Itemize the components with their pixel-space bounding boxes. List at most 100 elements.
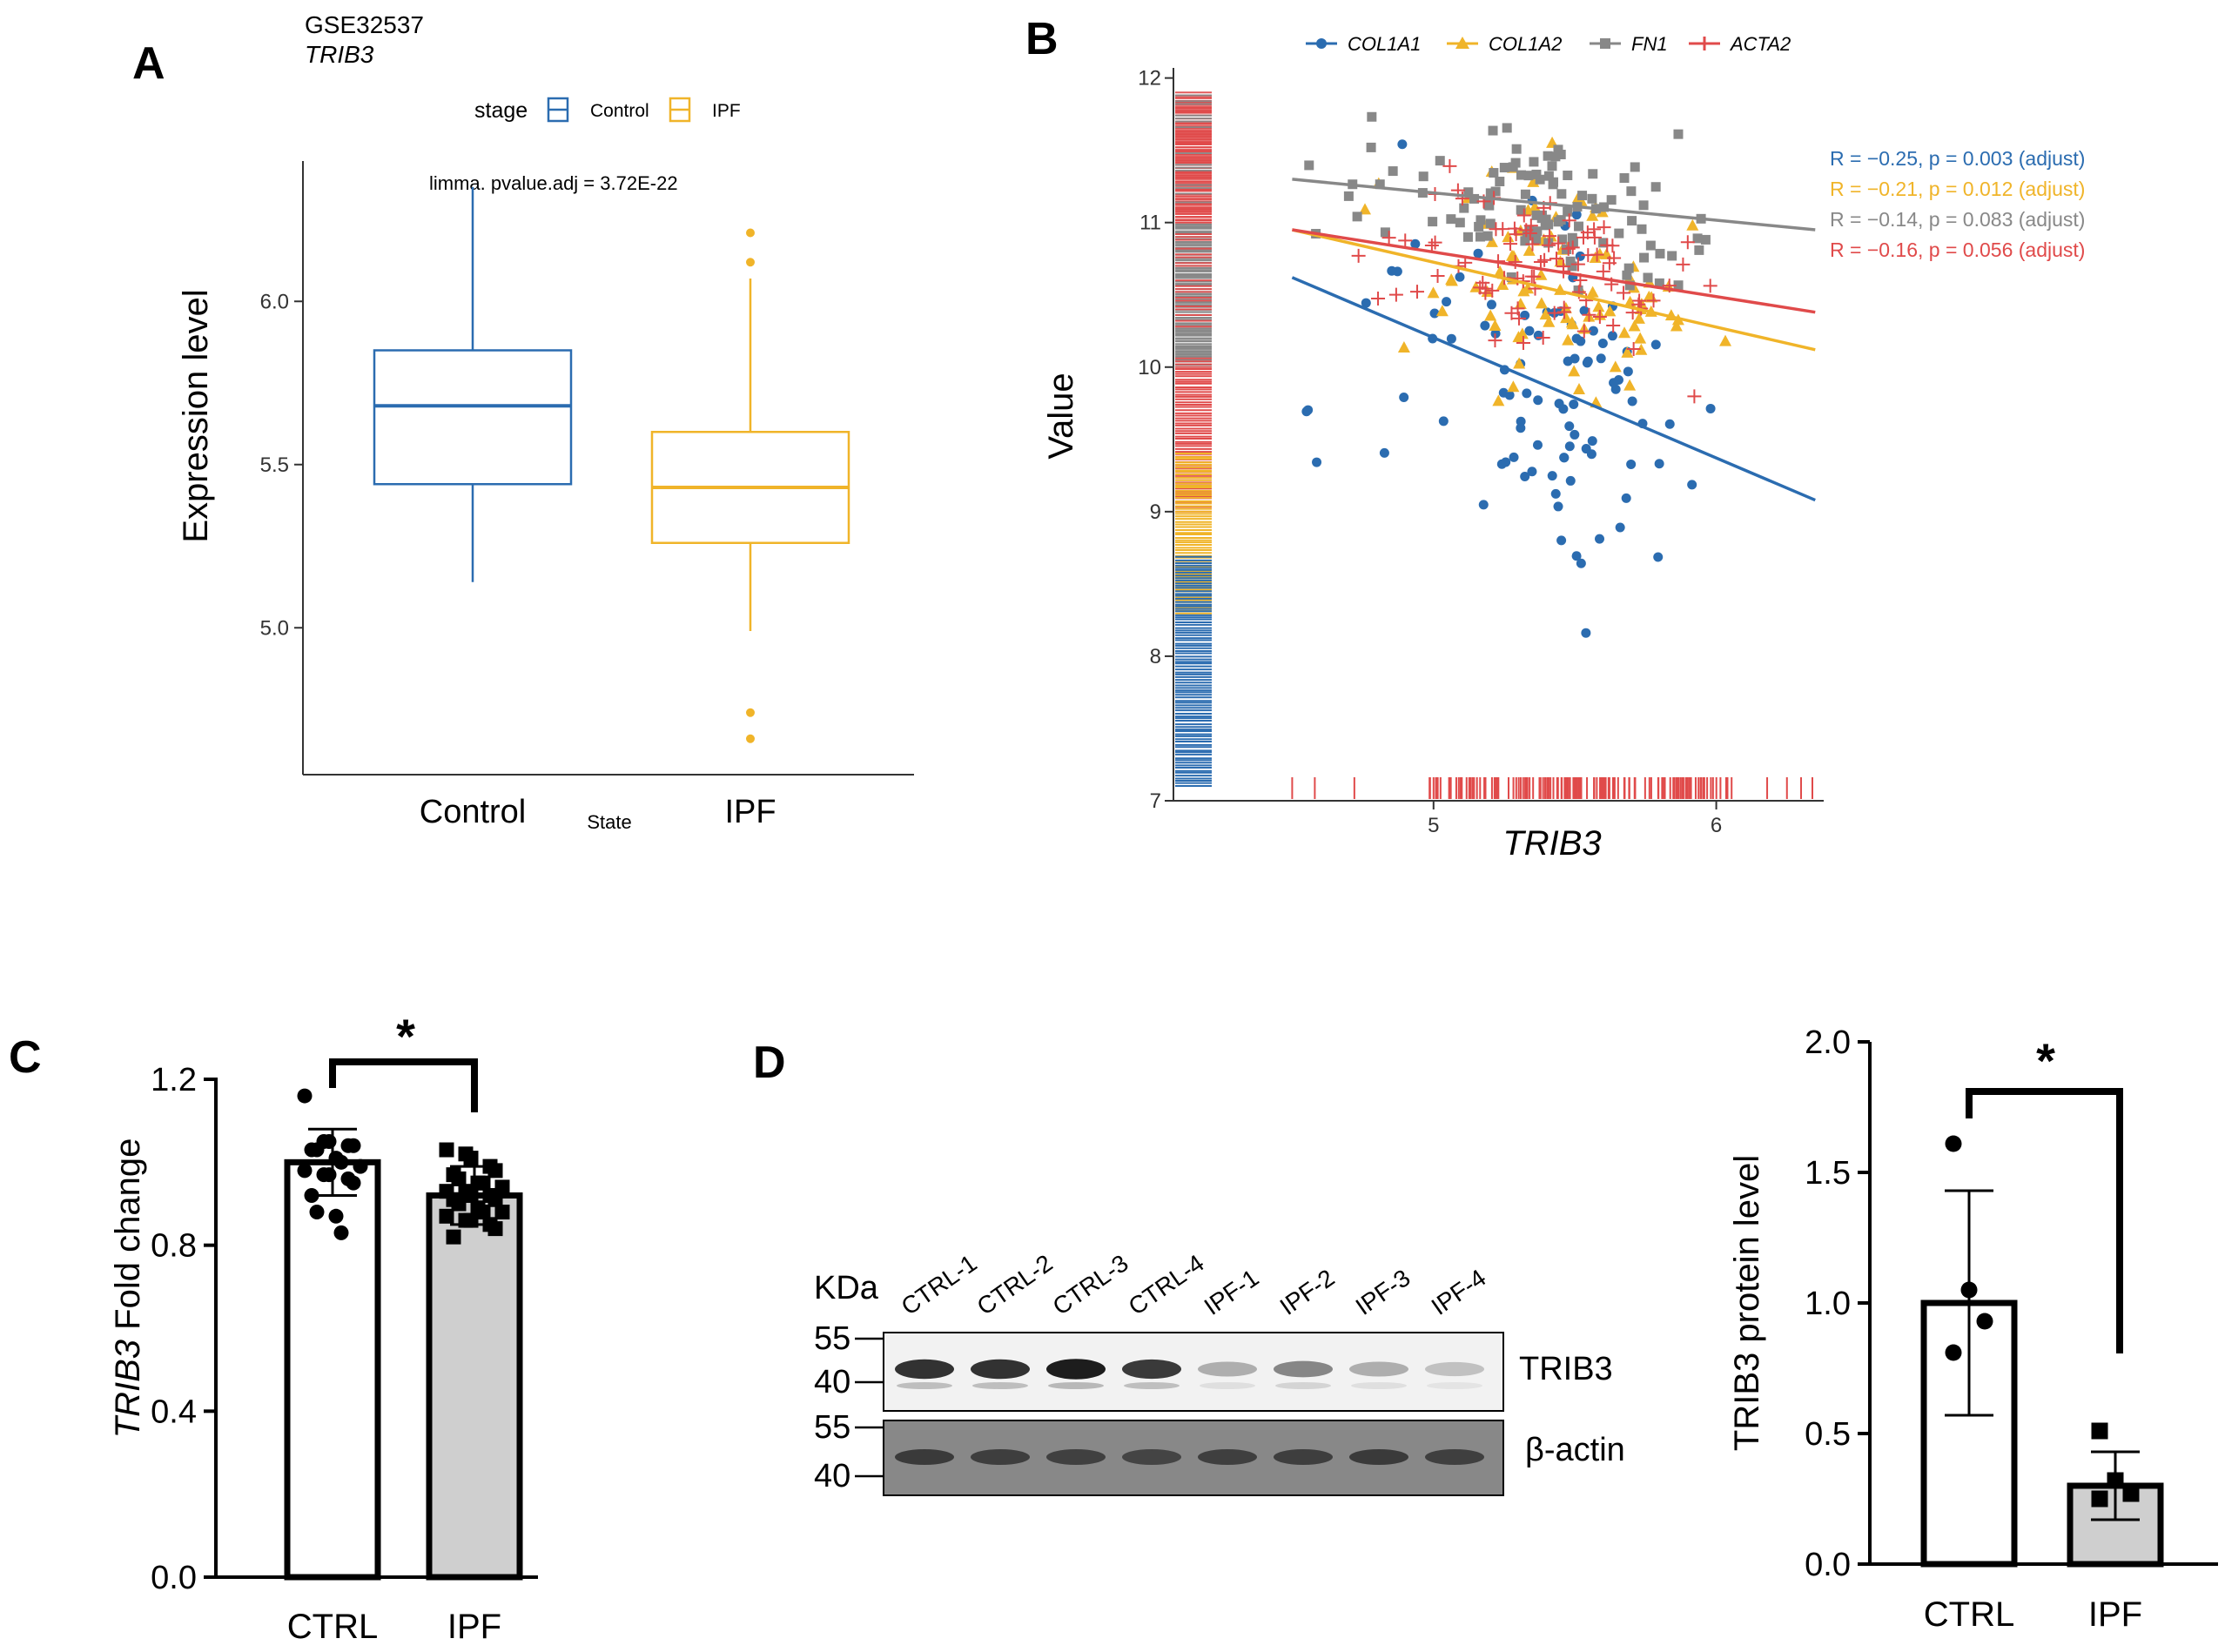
point-fn1 — [1462, 232, 1473, 242]
panel-a-title: GSE32537 — [305, 11, 424, 38]
point-fn1 — [1639, 252, 1650, 263]
panel-a-xtick-ipf: IPF — [724, 794, 776, 830]
actin-band-ctrl-2 — [971, 1449, 1030, 1465]
panel-a-xlabel: State — [587, 811, 631, 833]
trib3-band-ctrl-2 — [971, 1359, 1030, 1380]
panel-c-bar-ipf — [426, 1192, 523, 1581]
point-fn1 — [1700, 234, 1711, 245]
point-fn1 — [1484, 200, 1495, 211]
blot-marker-55-bottom: 55 — [814, 1409, 850, 1446]
panel-b-points — [1301, 111, 1732, 638]
point-col1a1 — [1581, 628, 1591, 638]
point-fn1 — [1463, 187, 1474, 198]
point-acta2 — [1508, 254, 1523, 269]
blot-marker-40-top: 40 — [814, 1364, 850, 1400]
point-col1a2 — [1485, 235, 1498, 247]
point-col1a1 — [1565, 475, 1576, 486]
point-acta2 — [1703, 279, 1717, 293]
stat-acta2: R = −0.16, p = 0.056 (adjust) — [1830, 238, 2085, 261]
panel-d-chart: 0.0 0.5 1.0 1.5 2.0 * CTRL IPF TRIB3 protein… — [1728, 1024, 2218, 1634]
point-col1a2 — [1562, 333, 1575, 346]
trib3-band-lower-ctrl-1 — [897, 1382, 952, 1389]
point-acta2 — [1398, 233, 1413, 248]
point-col1a1 — [1588, 326, 1598, 336]
actin-band-ctrl-3 — [1046, 1449, 1106, 1465]
point-acta2 — [1547, 306, 1562, 320]
point-col1a1 — [1627, 396, 1637, 406]
point-acta2 — [1570, 257, 1585, 272]
point-col1a1 — [1563, 356, 1573, 366]
point-col1a1 — [1576, 558, 1586, 568]
point-col1a2 — [1621, 346, 1634, 358]
panel-d-ytick-label: 0.0 — [1805, 1547, 1851, 1583]
point-fn1 — [1531, 169, 1542, 179]
point-fn1 — [1624, 280, 1635, 291]
point-fn1 — [1475, 232, 1485, 242]
blot-unit: KDa — [814, 1270, 879, 1306]
panel-a-y-ticks: 5.0 5.5 6.0 — [260, 290, 303, 640]
point-col1a1 — [1596, 353, 1606, 364]
point-fn1 — [1614, 228, 1624, 238]
panel-b-legend: COL1A1 COL1A2 FN1 ACTA2 — [1306, 33, 1791, 55]
panel-d-ytick-label: 0.5 — [1805, 1416, 1851, 1453]
point-fn1 — [1553, 217, 1563, 227]
point-col1a1 — [1571, 551, 1582, 561]
panel-b-ticks: 7 8 9 10 11 12 5 6 — [1138, 67, 1722, 837]
point-fn1 — [1673, 129, 1684, 139]
point-fn1 — [1428, 217, 1438, 227]
point-acta2 — [1557, 305, 1572, 319]
point-acta2 — [1626, 342, 1641, 357]
stat-col1a1: R = −0.25, p = 0.003 (adjust) — [1830, 147, 2085, 170]
point-acta2 — [1428, 235, 1442, 250]
blot-actin-bands — [895, 1449, 1484, 1465]
point-col1a1 — [1473, 248, 1483, 259]
point-fn1 — [1520, 189, 1530, 199]
point-fn1 — [1455, 218, 1465, 228]
point-fn1 — [1469, 193, 1480, 204]
fit-line-acta2 — [1292, 228, 1816, 314]
point-acta2 — [1381, 231, 1396, 245]
point-acta2 — [1596, 220, 1611, 235]
panel-c-bar-ipf-point — [439, 1208, 454, 1224]
panel-c-bar-ipf-point — [451, 1196, 467, 1212]
point-acta2 — [1510, 271, 1525, 285]
point-col1a2 — [1523, 244, 1536, 256]
point-col1a1 — [1478, 500, 1489, 510]
point-col1a1 — [1615, 522, 1625, 533]
panel-c-bar-ctrl-point — [346, 1138, 361, 1153]
point-fn1 — [1623, 263, 1634, 273]
trib3-band-lower-ctrl-3 — [1048, 1382, 1104, 1389]
point-fn1 — [1567, 232, 1577, 243]
trib3-band-lower-ipf-2 — [1275, 1382, 1331, 1389]
panel-c-bar-ipf-point — [487, 1221, 503, 1237]
point-fn1 — [1343, 191, 1354, 201]
point-acta2 — [1676, 257, 1691, 272]
point-col1a2 — [1566, 318, 1579, 330]
panel-a-ytick-label: 5.5 — [260, 453, 289, 477]
point-fn1 — [1694, 245, 1704, 255]
panel-b-rug — [1175, 91, 1814, 799]
point-col1a1 — [1387, 265, 1397, 276]
panel-b-ytick-label: 12 — [1138, 67, 1161, 91]
box-ipf-outlier — [746, 228, 755, 238]
point-fn1 — [1626, 186, 1637, 197]
blot-trib3-bands — [895, 1359, 1484, 1389]
panel-c-bar-ipf-point — [463, 1187, 479, 1203]
legend-marker-fn1 — [1600, 38, 1610, 49]
point-col1a2 — [1513, 357, 1526, 369]
panel-d-bar-ipf-point — [2091, 1490, 2108, 1508]
box-ipf-outlier — [746, 734, 755, 743]
legend-label-control: Control — [590, 101, 649, 121]
lane-label-ctrl-1: CTRL-1 — [897, 1249, 982, 1320]
point-fn1 — [1531, 234, 1542, 245]
point-col1a1 — [1559, 453, 1570, 463]
point-fn1 — [1563, 206, 1573, 217]
panel-c-bar-ipf-point — [439, 1142, 454, 1158]
point-col1a1 — [1570, 429, 1580, 440]
point-col1a1 — [1312, 457, 1322, 467]
panel-b-ylabel: Value — [1042, 373, 1080, 459]
point-col1a1 — [1626, 459, 1637, 469]
panel-b-ytick-label: 11 — [1139, 212, 1161, 235]
panel-c-bar-ctrl-point — [321, 1167, 337, 1183]
